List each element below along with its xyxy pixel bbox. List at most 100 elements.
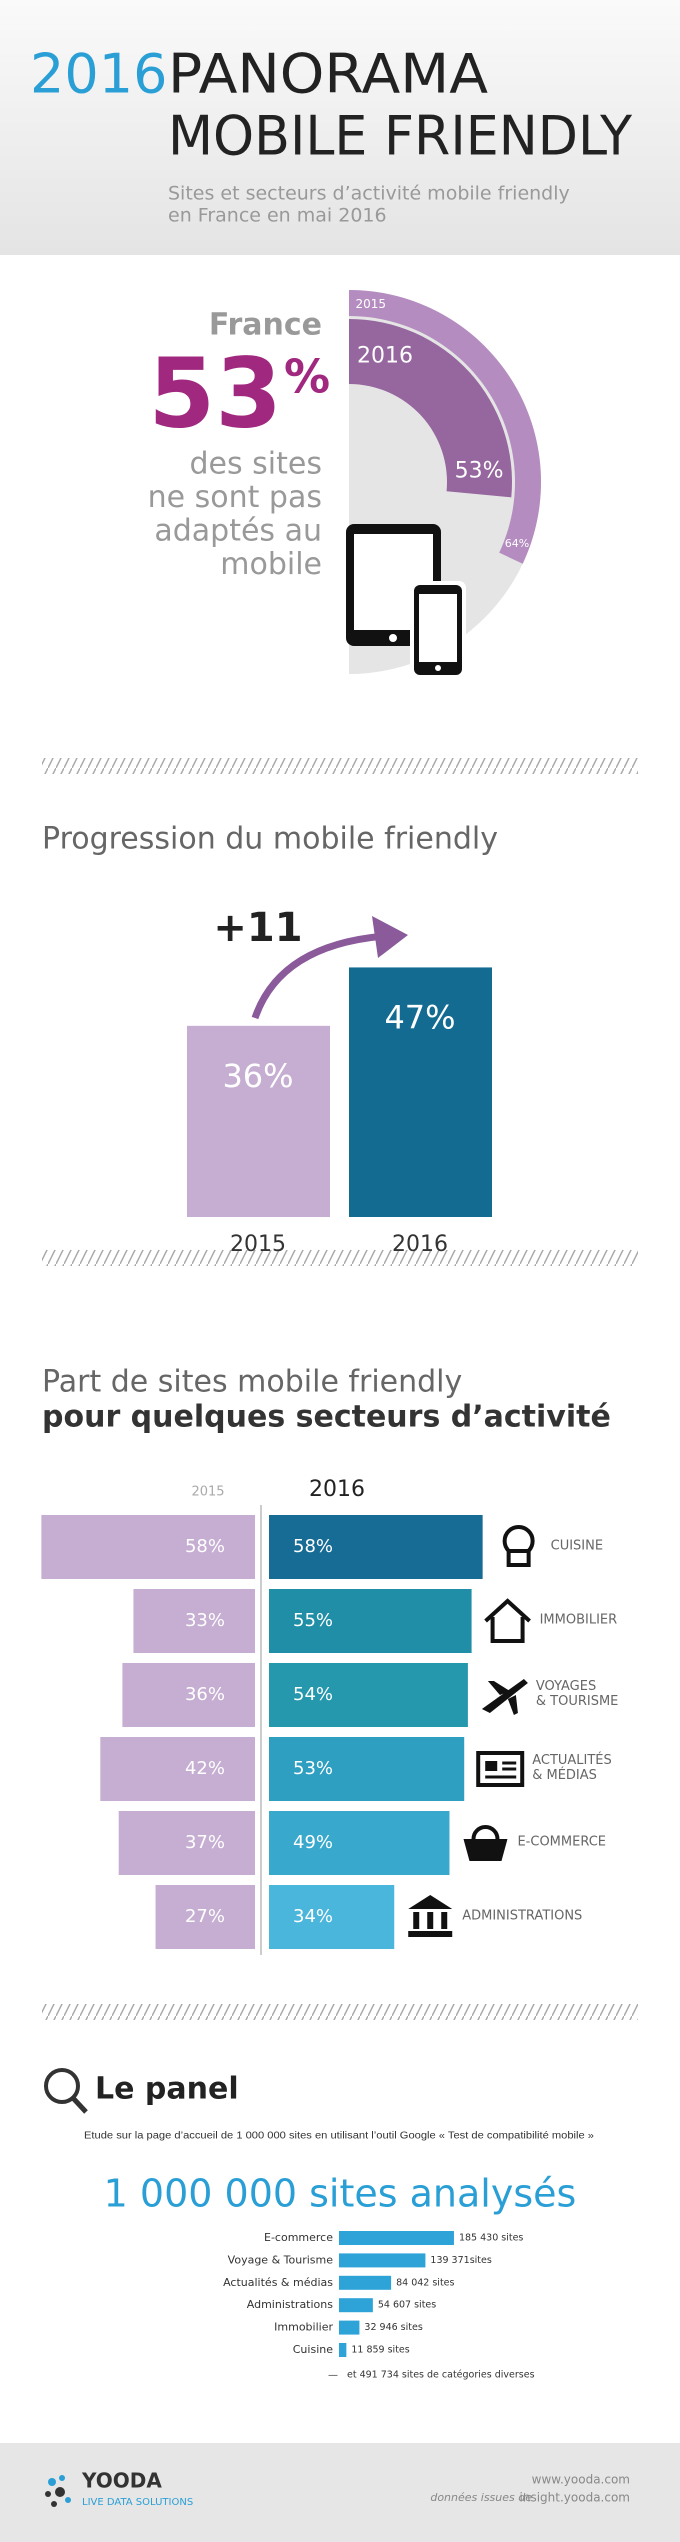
section-title: Progression du mobile friendly — [42, 822, 498, 857]
bar — [339, 2343, 347, 2357]
value-label: 42% — [185, 1758, 225, 1779]
highlight: 53 — [148, 337, 282, 449]
title: MOBILE FRIENDLY — [168, 105, 633, 168]
bar — [187, 1025, 330, 1217]
value-label: 32 946 sites — [364, 2322, 422, 2333]
header-bg — [0, 0, 680, 255]
footnote: et 491 734 sites de catégories diverses — [347, 2370, 535, 2381]
category-label: Actualités & médias — [223, 2276, 333, 2289]
ring-label: 2015 — [356, 297, 387, 311]
icon — [484, 1598, 531, 1643]
donut-arc — [349, 319, 512, 498]
annotation: +11 — [213, 905, 302, 951]
brand: YOODA — [81, 2469, 162, 2493]
bar — [339, 2275, 392, 2290]
icon — [476, 1751, 525, 1787]
bar — [269, 1737, 465, 1801]
bar — [269, 1885, 395, 1949]
bar — [155, 1885, 255, 1949]
bar — [339, 2298, 373, 2313]
category-label: CUISINE — [550, 1538, 604, 1554]
category-label: ACTUALITÉS & MÉDIAS — [532, 1753, 612, 1783]
bar — [100, 1737, 255, 1801]
year: 2016 — [30, 43, 167, 106]
divider — [42, 1250, 638, 1266]
value-label: 47% — [384, 998, 455, 1036]
source-prefix: données issues de — [430, 2491, 532, 2504]
value-label: 49% — [293, 1832, 333, 1853]
category-label: Administrations — [247, 2298, 333, 2311]
bar — [339, 2253, 426, 2268]
panel-description: Etude sur la page d’accueil de 1 000 000… — [84, 2131, 594, 2142]
source-url: insight.yooda.com — [520, 2491, 630, 2505]
donut-title: France — [209, 308, 322, 343]
category-label: Voyage & Tourisme — [228, 2253, 334, 2266]
value-label: 58% — [293, 1536, 333, 1557]
value-label: 34% — [293, 1906, 333, 1927]
title: PANORAMA — [168, 43, 488, 106]
url: www.yooda.com — [532, 2473, 630, 2487]
highlight-unit: % — [284, 350, 330, 404]
donut-arc — [349, 290, 541, 564]
arrow-head — [372, 916, 408, 958]
bar — [339, 2320, 360, 2335]
value-label: 139 371sites — [430, 2255, 491, 2266]
panel-heading: Le panel — [95, 2072, 239, 2107]
category-label: ADMINISTRATIONS — [462, 1908, 583, 1924]
bar — [122, 1663, 256, 1727]
category-label: E-COMMERCE — [517, 1834, 607, 1850]
value-label: 11 859 sites — [351, 2345, 409, 2356]
value-label: 33% — [185, 1610, 225, 1631]
category-label: VOYAGES & TOURISME — [535, 1679, 619, 1709]
category-label: IMMOBILIER — [539, 1612, 618, 1628]
legend: 2015 — [191, 1485, 224, 1500]
tagline: LIVE DATA SOLUTIONS — [82, 2497, 193, 2508]
value-label: 37% — [185, 1832, 225, 1853]
legend: 2016 — [309, 1477, 365, 1502]
bar — [269, 1811, 450, 1875]
bar — [133, 1589, 255, 1653]
section-title: Part de sites mobile friendly — [42, 1365, 462, 1400]
value-label: 54% — [293, 1684, 333, 1705]
bar — [269, 1515, 483, 1579]
value-label: 55% — [293, 1610, 333, 1631]
logo-dots — [45, 2475, 71, 2507]
description: mobile — [220, 547, 322, 582]
icon — [471, 1825, 500, 1840]
value-label: 58% — [185, 1536, 225, 1557]
value-label: 54 607 sites — [378, 2300, 436, 2311]
value-label: 185 430 sites — [459, 2233, 523, 2244]
divider — [42, 2004, 638, 2020]
value-label: 53% — [455, 459, 504, 484]
bar — [349, 967, 492, 1217]
bar — [41, 1515, 255, 1579]
category-label: Cuisine — [293, 2343, 333, 2356]
value-label: 36% — [222, 1057, 293, 1095]
value-label: 64% — [505, 537, 529, 550]
ring-label: 2016 — [357, 344, 413, 369]
footer-bg — [0, 2443, 680, 2542]
subtitle: en France en mai 2016 — [168, 205, 387, 227]
x-tick-label: 2015 — [230, 1232, 286, 1257]
description: ne sont pas — [148, 480, 322, 515]
x-tick-label: 2016 — [392, 1232, 448, 1257]
icon — [463, 1839, 508, 1861]
bar — [118, 1811, 255, 1875]
icon — [485, 1761, 517, 1779]
devices — [346, 524, 466, 679]
icon — [408, 1895, 453, 1937]
description: des sites — [190, 447, 322, 482]
bar — [269, 1589, 472, 1653]
divider — [42, 758, 638, 774]
icon — [481, 1679, 528, 1715]
value-label: 27% — [185, 1906, 225, 1927]
category-label: E-commerce — [264, 2231, 333, 2244]
category-label: Immobilier — [274, 2321, 333, 2334]
arrow — [251, 932, 386, 1020]
magnifier — [44, 2068, 88, 2114]
description: adaptés au — [154, 514, 322, 549]
value-label: 53% — [293, 1758, 333, 1779]
bar — [269, 1663, 468, 1727]
